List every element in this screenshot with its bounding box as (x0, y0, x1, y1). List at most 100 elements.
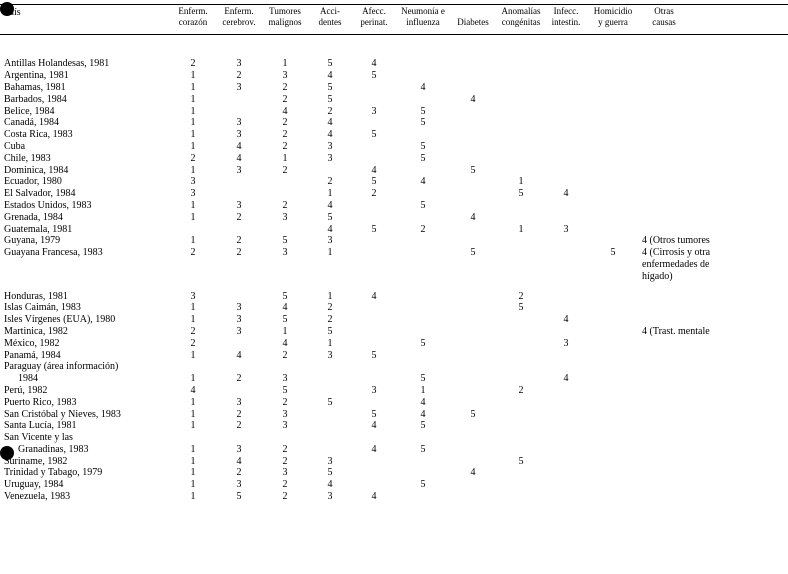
cell-accidentes: 5 (308, 212, 352, 223)
cell-pais: Chile, 1983 (0, 153, 170, 164)
cell-neumonia: 5 (396, 117, 450, 128)
cell-accidentes: 2 (308, 106, 352, 117)
table-row: Grenada, 198412354 (0, 211, 788, 223)
cell-cerebrov: 3 (216, 326, 262, 337)
col-header-infecc-l2: intestin. (546, 18, 586, 28)
cell-corazon: 1 (170, 235, 216, 246)
cell-accidentes: 5 (308, 58, 352, 69)
cell-cerebrov: 2 (216, 70, 262, 81)
cell-corazon: 2 (170, 338, 216, 349)
cell-neumonia: 5 (396, 373, 450, 384)
cell-pais: Estados Unidos, 1983 (0, 200, 170, 211)
cell-afecc: 4 (352, 444, 396, 455)
cell-afecc: 5 (352, 350, 396, 361)
cell-corazon: 2 (170, 247, 216, 258)
cell-corazon: 1 (170, 94, 216, 105)
cell-cerebrov: 2 (216, 420, 262, 431)
spacer (0, 50, 788, 58)
cell-afecc: 4 (352, 291, 396, 302)
cell-pais: Uruguay, 1984 (0, 479, 170, 490)
table-row: Guatemala, 198145213 (0, 223, 788, 235)
cell-afecc: 5 (352, 129, 396, 140)
table-row: Canadá, 198413245 (0, 117, 788, 129)
cell-otras: 4 (Otros tumores (640, 235, 688, 246)
cell-tumores: 1 (262, 153, 308, 164)
cell-pais: México, 1982 (0, 338, 170, 349)
cell-corazon: 1 (170, 200, 216, 211)
cell-corazon: 1 (170, 165, 216, 176)
cell-pais: Grenada, 1984 (0, 212, 170, 223)
col-header-cerebrov-l2: cerebrov. (216, 18, 262, 28)
cell-corazon: 1 (170, 397, 216, 408)
table-row: 198412354 (0, 373, 788, 385)
cell-pais: Granadinas, 1983 (0, 444, 170, 455)
cell-diabetes: 4 (450, 212, 496, 223)
cell-tumores: 2 (262, 200, 308, 211)
cell-accidentes: 5 (308, 94, 352, 105)
cell-cerebrov: 3 (216, 58, 262, 69)
cell-anomalias: 5 (496, 456, 546, 467)
table-row: Belice, 198414235 (0, 105, 788, 117)
cell-corazon: 1 (170, 350, 216, 361)
cell-pais: Ecuador, 1980 (0, 176, 170, 187)
cell-corazon: 1 (170, 420, 216, 431)
cell-homicidio: 5 (586, 247, 640, 258)
col-header-accidentes-l2: dentes (308, 18, 352, 28)
cell-corazon: 1 (170, 444, 216, 455)
cell-corazon: 1 (170, 491, 216, 502)
cell-tumores: 2 (262, 456, 308, 467)
cell-pais: Argentina, 1981 (0, 70, 170, 81)
table-row: enfermedades de (0, 259, 788, 271)
cell-cerebrov: 4 (216, 456, 262, 467)
cell-corazon: 1 (170, 314, 216, 325)
table-row: Honduras, 198135142 (0, 290, 788, 302)
cell-corazon: 1 (170, 373, 216, 384)
cell-accidentes: 3 (308, 350, 352, 361)
cell-diabetes: 5 (450, 247, 496, 258)
cell-tumores: 4 (262, 302, 308, 313)
cell-cerebrov: 3 (216, 117, 262, 128)
cell-afecc: 4 (352, 165, 396, 176)
cell-corazon: 4 (170, 385, 216, 396)
cell-pais: El Salvador, 1984 (0, 188, 170, 199)
cell-cerebrov: 2 (216, 467, 262, 478)
cell-accidentes: 2 (308, 176, 352, 187)
cell-pais: Barbados, 1984 (0, 94, 170, 105)
cell-pais: Islas Caimán, 1983 (0, 302, 170, 313)
table-row: Uruguay, 198413245 (0, 479, 788, 491)
cell-pais: Costa Rica, 1983 (0, 129, 170, 140)
cell-pais: San Cristóbal y Nieves, 1983 (0, 409, 170, 420)
cell-anomalias: 5 (496, 302, 546, 313)
cell-otras: 4 (Cirrosis y otra (640, 247, 688, 258)
table-row: Paraguay (área información) (0, 361, 788, 373)
col-header-otras-l2: causas (640, 18, 688, 28)
cell-pais: Martinica, 1982 (0, 326, 170, 337)
cell-afecc: 4 (352, 420, 396, 431)
cell-corazon: 2 (170, 153, 216, 164)
cell-pais: Bahamas, 1981 (0, 82, 170, 93)
col-header-neumonia-l2: influenza (396, 18, 450, 28)
table-row: Chile, 198324135 (0, 152, 788, 164)
cell-corazon: 3 (170, 291, 216, 302)
cell-corazon: 2 (170, 58, 216, 69)
cell-otras: hígado) (640, 271, 688, 282)
cell-pais: Dominica, 1984 (0, 165, 170, 176)
cell-pais: Guayana Francesa, 1983 (0, 247, 170, 258)
cell-pais: Suriname, 1982 (0, 456, 170, 467)
cell-tumores: 2 (262, 479, 308, 490)
table-row: Ecuador, 198032541 (0, 176, 788, 188)
cell-tumores: 2 (262, 444, 308, 455)
cell-anomalias: 5 (496, 188, 546, 199)
cell-tumores: 2 (262, 94, 308, 105)
cell-accidentes: 1 (308, 291, 352, 302)
cell-corazon: 1 (170, 467, 216, 478)
cell-accidentes: 4 (308, 200, 352, 211)
cell-cerebrov: 3 (216, 397, 262, 408)
cell-corazon: 1 (170, 479, 216, 490)
cell-cerebrov: 2 (216, 373, 262, 384)
cell-corazon: 1 (170, 456, 216, 467)
cell-tumores: 3 (262, 212, 308, 223)
cell-cerebrov: 4 (216, 350, 262, 361)
spacer (0, 282, 788, 290)
cell-pais: Canadá, 1984 (0, 117, 170, 128)
